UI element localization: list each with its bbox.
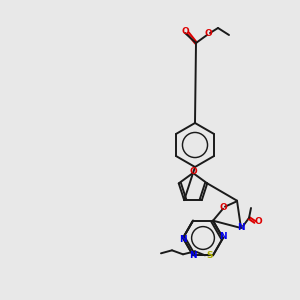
Text: O: O [254,217,262,226]
Text: S: S [207,251,213,260]
Text: O: O [189,167,197,176]
Text: N: N [219,232,227,242]
Text: N: N [189,251,197,260]
Text: O: O [204,29,212,38]
Text: N: N [179,235,187,244]
Text: O: O [181,28,189,37]
Text: O: O [219,203,227,212]
Text: N: N [237,223,245,232]
